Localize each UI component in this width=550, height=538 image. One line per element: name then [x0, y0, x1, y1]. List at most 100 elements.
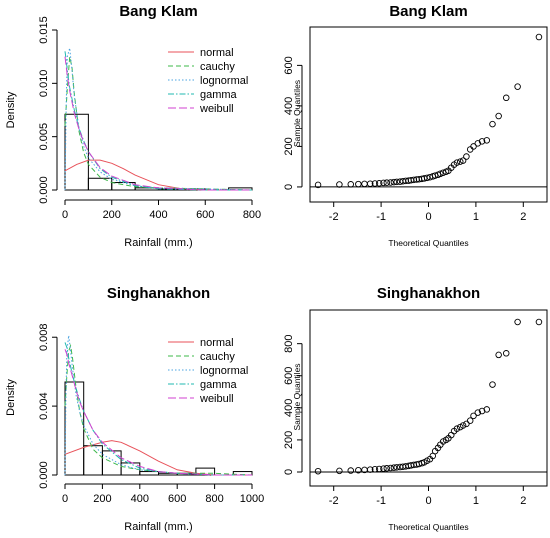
chart-panel-2: Bang Klam Theoretical Quantiles Sample Qua…: [283, 3, 548, 248]
x-axis-label: Theoretical Quantiles: [388, 238, 468, 248]
x-tick-label: 0: [62, 493, 68, 505]
qq-point: [459, 157, 467, 164]
x-tick-label: 400: [131, 493, 149, 505]
histogram-bar: [111, 182, 136, 191]
qq-point: [489, 120, 496, 128]
y-tick-label: 0.005: [38, 123, 50, 151]
y-axis-label: Density: [5, 91, 17, 128]
legend-label-cauchy: cauchy: [200, 61, 235, 73]
qq-point: [336, 467, 343, 475]
legend-label-gamma: gamma: [200, 89, 238, 101]
qq-point: [470, 143, 477, 150]
qq-point: [483, 406, 491, 413]
qq-point: [489, 381, 496, 388]
qq-point: [459, 422, 467, 429]
y-tick-label: 0.000: [38, 176, 50, 204]
x-tick-label: -2: [329, 211, 339, 223]
chart-title: Bang Klam: [389, 3, 467, 20]
qq-point: [393, 464, 400, 471]
x-tick-label: 600: [196, 209, 214, 221]
density-curve-weibull: [64, 56, 252, 191]
y-tick-label: 0.004: [38, 392, 50, 420]
qq-point: [502, 94, 510, 102]
qq-point: [535, 33, 543, 41]
qq-point: [390, 464, 398, 471]
x-tick-label: -1: [376, 211, 386, 223]
qq-point: [383, 179, 391, 186]
y-tick-label: 0.008: [38, 323, 50, 351]
density-curve-lognormal: [64, 47, 253, 191]
qq-point: [393, 178, 400, 186]
qq-point: [463, 420, 470, 428]
y-tick-label: 0: [283, 469, 295, 475]
y-tick-label: 200: [283, 431, 295, 449]
density-curve-lognormal: [64, 335, 252, 476]
chart-panel-3: Singhanakhon Rainfall (mm.) Density 0 200 400…: [5, 285, 264, 533]
y-tick-label: 0.000: [38, 461, 50, 489]
y-tick-label: 600: [283, 56, 295, 74]
legend-label-gamma: gamma: [200, 379, 238, 391]
chart-title: Bang Klam: [119, 3, 197, 20]
y-tick-label: 800: [283, 334, 295, 352]
y-axis-label: Sample Quantiles: [292, 363, 302, 430]
qq-point: [314, 467, 322, 475]
qq-point: [375, 465, 383, 473]
qq-point: [495, 112, 502, 120]
qq-point: [347, 181, 355, 188]
x-tick-label: 400: [149, 209, 167, 221]
x-tick-label: 1: [473, 495, 479, 507]
x-tick-label: 600: [168, 493, 186, 505]
qq-point: [453, 159, 461, 166]
qq-point: [366, 180, 374, 187]
y-axis-label: Sample Quantiles: [292, 80, 302, 147]
qq-point: [453, 425, 461, 432]
x-tick-label: 1000: [240, 493, 264, 505]
x-tick-label: -2: [329, 495, 339, 507]
qq-point: [470, 412, 477, 420]
qq-point: [371, 466, 379, 473]
qq-point: [514, 318, 521, 326]
qq-point: [474, 409, 482, 416]
x-tick-label: 200: [93, 493, 111, 505]
y-tick-label: 0.010: [38, 70, 50, 98]
qq-point: [535, 318, 543, 326]
qq-point: [463, 153, 470, 160]
density-curve-normal: [64, 159, 252, 191]
y-tick-label: 400: [283, 399, 295, 417]
qq-point: [495, 351, 502, 359]
qq-point: [366, 466, 374, 473]
qq-point: [387, 464, 394, 472]
legend-label-cauchy: cauchy: [200, 351, 235, 363]
x-axis-label: Rainfall (mm.): [124, 521, 192, 533]
qq-point: [466, 417, 474, 424]
qq-point: [375, 180, 383, 187]
x-tick-label: -1: [376, 495, 386, 507]
x-tick-label: 0: [62, 209, 68, 221]
chart-title: Singhanakhon: [107, 285, 210, 302]
x-tick-label: 800: [243, 209, 261, 221]
qq-point: [390, 178, 398, 186]
qq-point: [383, 465, 391, 472]
chart-title: Singhanakhon: [377, 285, 480, 302]
qq-point: [361, 180, 368, 188]
density-curve-weibull: [64, 349, 252, 476]
qq-point: [502, 350, 510, 357]
x-tick-label: 1: [473, 211, 479, 223]
qq-point: [347, 467, 355, 474]
legend-label-normal: normal: [200, 47, 234, 59]
chart-panel-4: Singhanakhon Theoretical Quantiles Sample …: [283, 285, 548, 532]
qq-point: [483, 137, 491, 144]
legend-label-normal: normal: [200, 337, 234, 349]
x-tick-label: 200: [103, 209, 121, 221]
y-tick-label: 0: [283, 184, 295, 190]
y-tick-label: 600: [283, 367, 295, 385]
x-axis-label: Rainfall (mm.): [124, 237, 192, 249]
y-axis-label: Density: [5, 379, 17, 416]
legend-label-weibull: weibull: [199, 103, 234, 115]
legend-label-lognormal: lognormal: [200, 75, 248, 87]
qq-point: [355, 180, 362, 188]
qq-point: [371, 180, 379, 187]
qq-point: [478, 138, 486, 145]
x-tick-label: 800: [205, 493, 223, 505]
density-curve-normal: [64, 440, 252, 476]
